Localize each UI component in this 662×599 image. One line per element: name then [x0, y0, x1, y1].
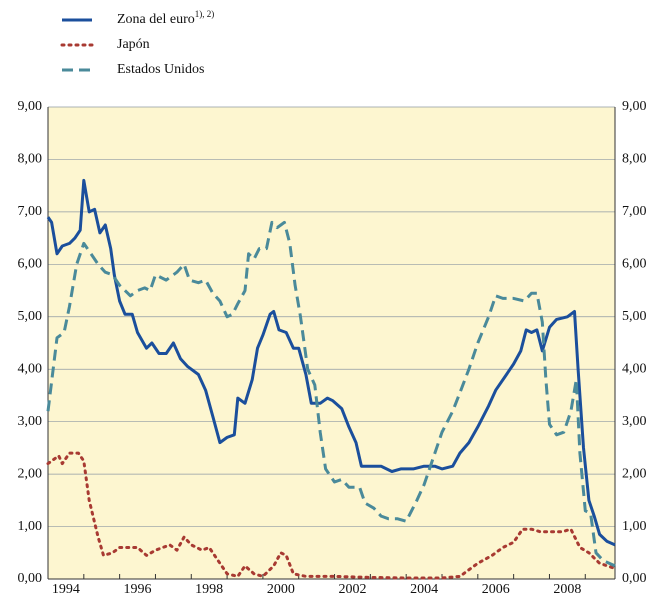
y2-tick-label: 1,00 — [622, 519, 647, 534]
y2-tick-label: 4,00 — [622, 361, 647, 376]
series-line — [46, 178, 616, 547]
legend-label: Zona del euro1), 2) — [117, 9, 214, 27]
legend-name: Zona del euro — [117, 12, 195, 27]
y-tick-label: 0,00 — [18, 571, 43, 586]
x-tick-label: 2004 — [410, 582, 438, 597]
y-tick-label: 4,00 — [18, 361, 43, 376]
plot-background — [48, 107, 615, 579]
series-line — [46, 451, 617, 580]
y2-tick-label: 6,00 — [622, 257, 647, 272]
legend-label: Japón — [117, 37, 150, 52]
y2-tick-label: 8,00 — [622, 152, 647, 167]
x-tick-label: 2002 — [338, 582, 366, 597]
x-tick-label: 2000 — [267, 582, 295, 597]
series-line — [46, 220, 616, 568]
y-tick-label: 8,00 — [18, 152, 43, 167]
y-tick-label: 3,00 — [18, 414, 43, 429]
x-tick-label: 2008 — [553, 582, 581, 597]
y2-tick-label: 5,00 — [622, 309, 647, 324]
y-tick-label: 5,00 — [18, 309, 43, 324]
y-tick-label: 6,00 — [18, 257, 43, 272]
x-tick-label: 1996 — [124, 582, 152, 597]
x-tick-label: 1998 — [195, 582, 223, 597]
legend-name: Estados Unidos — [117, 62, 205, 77]
y-tick-label: 1,00 — [18, 519, 43, 534]
y2-tick-label: 3,00 — [622, 414, 647, 429]
y2-tick-label: 7,00 — [622, 204, 647, 219]
x-tick-label: 2006 — [482, 582, 510, 597]
legend-note: 1), 2) — [195, 9, 215, 19]
y2-tick-label: 2,00 — [622, 466, 647, 481]
y2-tick-label: 9,00 — [622, 99, 647, 114]
y-tick-label: 9,00 — [18, 99, 43, 114]
legend-name: Japón — [117, 37, 150, 52]
x-tick-label: 1994 — [52, 582, 80, 597]
y-tick-label: 7,00 — [18, 204, 43, 219]
y2-tick-label: 0,00 — [622, 571, 647, 586]
legend-label: Estados Unidos — [117, 62, 205, 77]
y-tick-label: 2,00 — [18, 466, 43, 481]
